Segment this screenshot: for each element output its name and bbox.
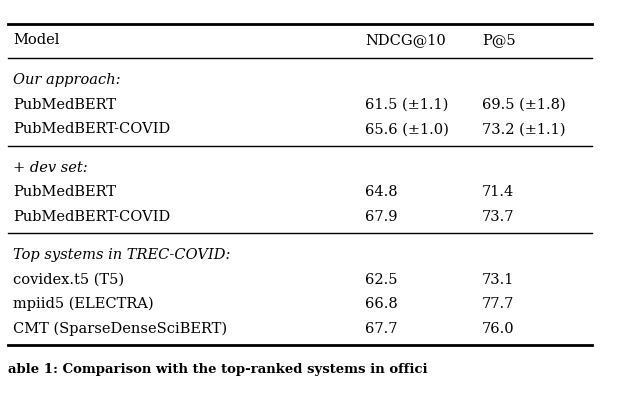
Text: 69.5 (±1.8): 69.5 (±1.8) [482,98,566,112]
Text: CMT (SparseDenseSciBERT): CMT (SparseDenseSciBERT) [13,321,227,336]
Text: Model: Model [13,33,59,47]
Text: PubMedBERT-COVID: PubMedBERT-COVID [13,210,170,224]
Text: 67.7: 67.7 [365,322,398,336]
Text: covidex.t5 (T5): covidex.t5 (T5) [13,273,124,287]
Text: P@5: P@5 [482,33,516,47]
Text: + dev set:: + dev set: [13,161,88,175]
Text: NDCG@10: NDCG@10 [365,33,446,47]
Text: 62.5: 62.5 [365,273,398,287]
Text: 76.0: 76.0 [482,322,515,336]
Text: 65.6 (±1.0): 65.6 (±1.0) [365,122,449,136]
Text: 64.8: 64.8 [365,185,398,199]
Text: mpiid5 (ELECTRA): mpiid5 (ELECTRA) [13,297,153,311]
Text: 66.8: 66.8 [365,297,398,311]
Text: PubMedBERT-COVID: PubMedBERT-COVID [13,122,170,136]
Text: 67.9: 67.9 [365,210,398,224]
Text: able 1: Comparison with the top-ranked systems in offici: able 1: Comparison with the top-ranked s… [8,363,428,376]
Text: 73.7: 73.7 [482,210,515,224]
Text: PubMedBERT: PubMedBERT [13,98,116,112]
Text: 61.5 (±1.1): 61.5 (±1.1) [365,98,448,112]
Text: 77.7: 77.7 [482,297,515,311]
Text: 73.2 (±1.1): 73.2 (±1.1) [482,122,565,136]
Text: Top systems in TREC-COVID:: Top systems in TREC-COVID: [13,248,230,262]
Text: 71.4: 71.4 [482,185,514,199]
Text: PubMedBERT: PubMedBERT [13,185,116,199]
Text: 73.1: 73.1 [482,273,515,287]
Text: Our approach:: Our approach: [13,73,120,87]
